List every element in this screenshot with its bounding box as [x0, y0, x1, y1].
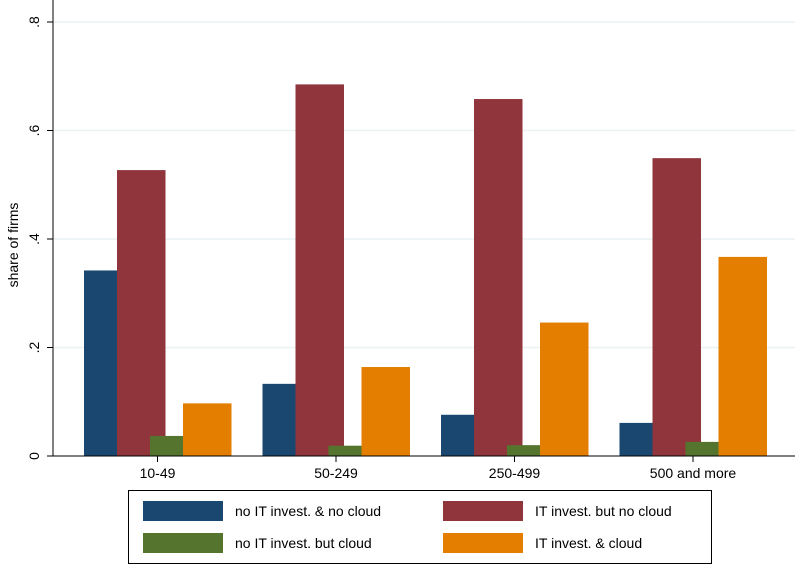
- legend-label: IT invest. & cloud: [535, 535, 643, 551]
- x-tick-label: 250-499: [489, 465, 541, 481]
- bar: [117, 170, 166, 457]
- bar: [183, 403, 232, 456]
- legend-item-no-it-cloud: no IT invest. but cloud: [143, 533, 372, 553]
- y-tick-label: .6: [26, 124, 42, 136]
- bar: [507, 445, 556, 456]
- bar: [540, 322, 589, 456]
- legend-item-no-it-no-cloud: no IT invest. & no cloud: [143, 501, 381, 521]
- y-tick-label: .4: [26, 233, 42, 245]
- y-tick-label: .2: [26, 341, 42, 353]
- bar: [328, 445, 377, 456]
- x-tick-label: 50-249: [314, 465, 358, 481]
- legend-swatch: [443, 533, 523, 553]
- legend: no IT invest. & no cloud IT invest. but …: [128, 490, 712, 564]
- y-axis-label: share of firms: [5, 203, 21, 288]
- x-tick-label: 10-49: [140, 465, 176, 481]
- bar: [652, 158, 701, 457]
- bar: [474, 99, 523, 456]
- legend-swatch: [443, 501, 523, 521]
- bar: [361, 367, 410, 456]
- legend-label: no IT invest. & no cloud: [235, 503, 382, 519]
- axes: 0 .2 .4 .6 .8 10-49 50-249 250-499 500 and more: [26, 0, 795, 481]
- y-tick-label: 0: [26, 452, 42, 460]
- bar-chart: 0.2.4.6.810-49 50-249 250-499 500 and more …: [5, 0, 795, 481]
- bar: [718, 256, 767, 456]
- x-tick-label: 500 and more: [650, 465, 737, 481]
- legend-item-it-cloud: IT invest. & cloud: [443, 533, 642, 553]
- legend-swatch: [143, 533, 223, 553]
- legend-label: IT invest. but no cloud: [535, 503, 672, 519]
- y-tick-label: .8: [26, 16, 42, 28]
- legend-item-it-no-cloud: IT invest. but no cloud: [443, 501, 672, 521]
- bars: [84, 84, 767, 457]
- legend-label: no IT invest. but cloud: [235, 535, 372, 551]
- bar: [295, 84, 344, 456]
- legend-swatch: [143, 501, 223, 521]
